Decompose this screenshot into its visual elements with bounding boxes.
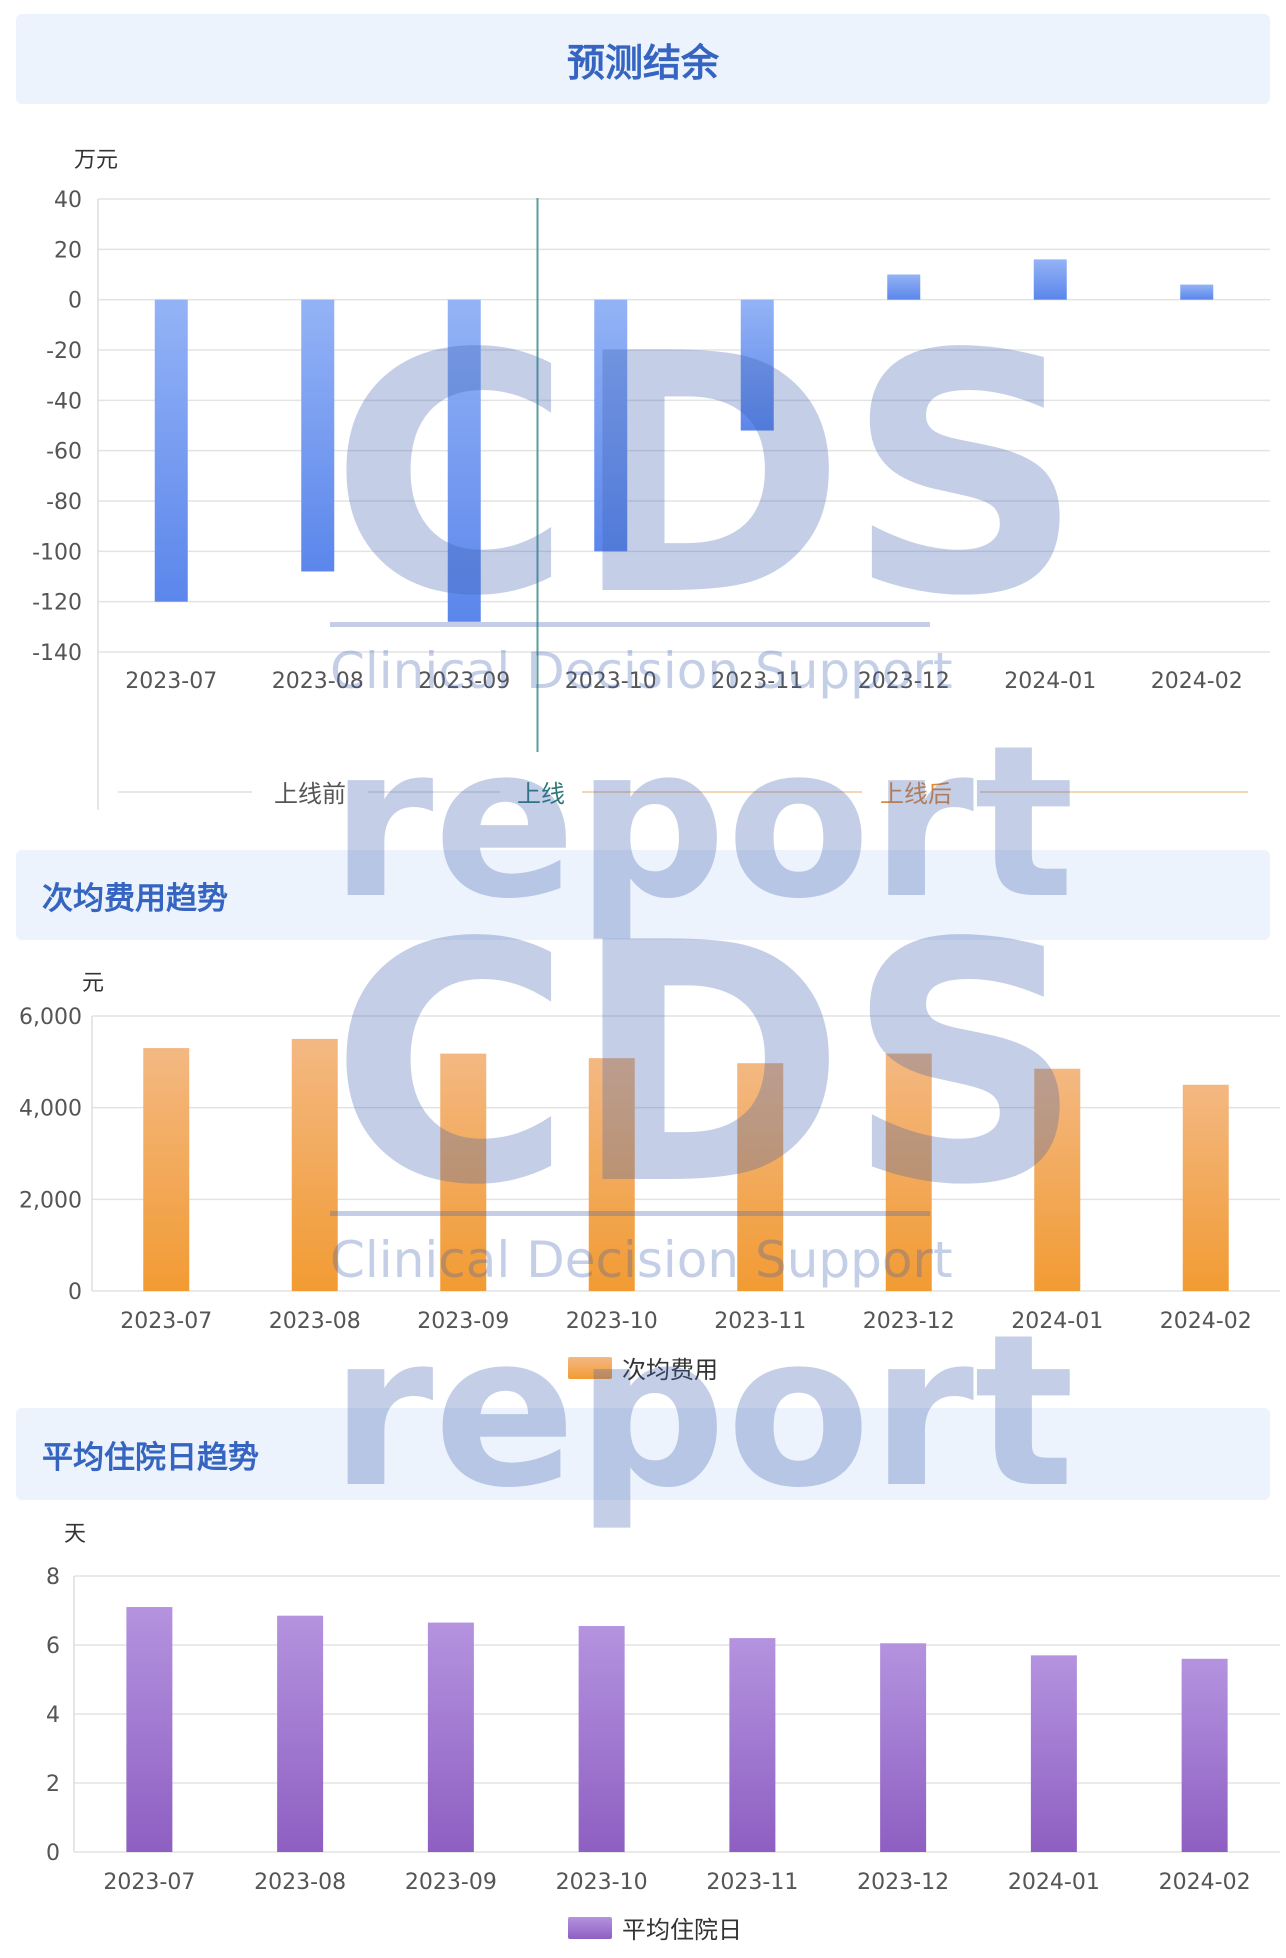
x-tick-label: 2023-09 — [417, 1309, 509, 1334]
x-tick-label: 2023-07 — [103, 1870, 195, 1895]
bar — [594, 299, 628, 552]
bar — [301, 299, 335, 572]
bar — [1181, 1658, 1228, 1852]
y-tick-label: 4 — [46, 1703, 60, 1728]
y-tick-label: -120 — [32, 591, 82, 616]
avg-cost-title: 次均费用趋势 — [42, 880, 228, 917]
bar — [427, 1622, 474, 1852]
avg-stay-chart: 天8 6 4 2 0 2023-07 2023-08 2023-09 2023-10 2023-1… — [46, 1522, 1280, 1944]
y-tick-label: 0 — [68, 289, 82, 314]
y-tick-label: 0 — [46, 1841, 60, 1866]
bar — [447, 299, 481, 622]
x-tick-label: 2023-10 — [556, 1870, 648, 1895]
y-axis-unit: 元 — [82, 971, 104, 996]
y-tick-label: 8 — [46, 1565, 60, 1590]
x-tick-label: 2023-09 — [405, 1870, 497, 1895]
y-axis-unit: 天 — [64, 1522, 86, 1547]
y-tick-label: -20 — [46, 339, 82, 364]
x-tick-label: 2023-12 — [857, 1870, 949, 1895]
legend-swatch — [568, 1917, 612, 1939]
phase-after-label: 上线后 — [880, 780, 952, 808]
y-tick-label: 20 — [54, 238, 82, 263]
x-tick-label: 2024-01 — [1008, 1870, 1100, 1895]
bar — [291, 1038, 338, 1291]
bar — [154, 299, 188, 602]
bar — [885, 1053, 932, 1291]
x-tick-label: 2023-10 — [566, 1309, 658, 1334]
y-tick-label: -140 — [32, 641, 82, 666]
x-tick-label: 2023-09 — [418, 669, 510, 694]
y-tick-label: -80 — [46, 490, 82, 515]
x-tick-label: 2023-11 — [706, 1870, 798, 1895]
avg-stay-header: 平均住院日趋势 — [16, 1408, 1270, 1500]
y-tick-label: 2,000 — [19, 1188, 82, 1213]
avg-cost-header: 次均费用趋势 — [16, 850, 1270, 940]
y-tick-label: -100 — [32, 540, 82, 565]
x-tick-label: 2024-01 — [1011, 1309, 1103, 1334]
x-tick-label: 2023-11 — [714, 1309, 806, 1334]
legend-label: 平均住院日 — [622, 1916, 742, 1944]
bar — [729, 1638, 776, 1852]
bar — [740, 299, 774, 431]
x-tick-label: 2023-07 — [120, 1309, 212, 1334]
bar — [578, 1626, 625, 1852]
x-tick-label: 2024-02 — [1160, 1309, 1252, 1334]
x-tick-label: 2024-02 — [1151, 669, 1243, 694]
bar — [1182, 1084, 1229, 1291]
bar — [440, 1053, 487, 1291]
y-tick-label: 0 — [68, 1280, 82, 1305]
bar — [1034, 1068, 1081, 1291]
x-tick-label: 2023-10 — [565, 669, 657, 694]
x-tick-label: 2023-12 — [863, 1309, 955, 1334]
x-tick-label: 2024-01 — [1004, 669, 1096, 694]
y-tick-label: 6 — [46, 1634, 60, 1659]
bar — [1180, 284, 1214, 300]
phase-before-label: 上线前 — [274, 780, 346, 808]
forecast-header: 预测结余 — [16, 14, 1270, 104]
y-tick-label: -40 — [46, 389, 82, 414]
x-tick-label: 2023-12 — [858, 669, 950, 694]
x-tick-label: 2024-02 — [1159, 1870, 1251, 1895]
forecast-balance-chart: 万元 40 20 0 -20 -40 -60 -80 -100 -120 -140 2023-07 20… — [32, 148, 1270, 810]
y-tick-label: -60 — [46, 440, 82, 465]
bar — [588, 1058, 635, 1291]
y-tick-label: 4,000 — [19, 1097, 82, 1122]
phase-launch-label: 上线 — [517, 780, 565, 808]
bar — [887, 274, 921, 300]
bar — [737, 1063, 784, 1291]
x-tick-label: 2023-08 — [254, 1870, 346, 1895]
legend-swatch — [568, 1357, 612, 1379]
avg-stay-title: 平均住院日趋势 — [42, 1439, 259, 1476]
x-tick-label: 2023-07 — [125, 669, 217, 694]
bar — [277, 1615, 324, 1852]
avg-cost-chart: 元6,000 4,000 2,000 0 2023-07 2023-08 2023-09 20… — [19, 971, 1280, 1384]
legend-label: 次均费用 — [622, 1356, 718, 1384]
bar — [1033, 259, 1067, 300]
bar — [143, 1048, 190, 1291]
y-axis-unit: 万元 — [74, 148, 118, 173]
bar — [880, 1643, 927, 1852]
y-tick-label: 40 — [54, 188, 82, 213]
x-tick-label: 2023-08 — [272, 669, 364, 694]
bar — [1030, 1655, 1077, 1852]
y-tick-label: 2 — [46, 1772, 60, 1797]
y-tick-label: 6,000 — [19, 1005, 82, 1030]
bar — [126, 1607, 173, 1852]
x-tick-label: 2023-08 — [269, 1309, 361, 1334]
x-tick-label: 2023-11 — [711, 669, 803, 694]
forecast-title: 预测结余 — [566, 40, 719, 85]
